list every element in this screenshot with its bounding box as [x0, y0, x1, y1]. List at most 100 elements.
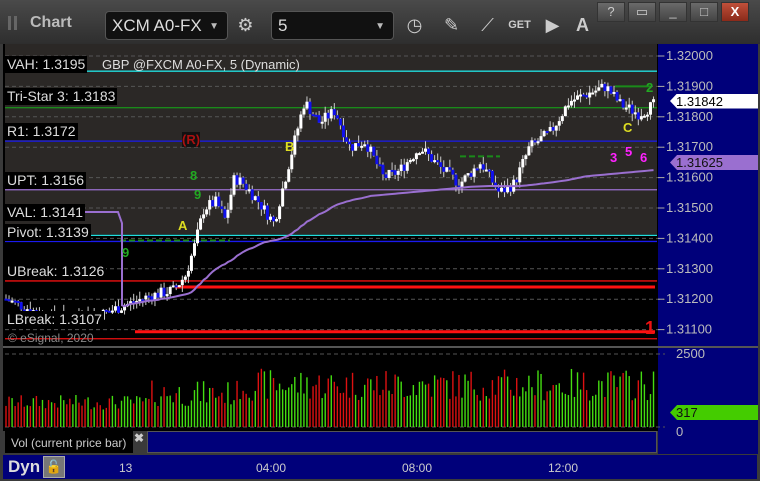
candle-body: [545, 131, 549, 134]
candle-body: [256, 196, 260, 203]
candle-body: [594, 90, 598, 93]
candle-body: [454, 174, 458, 186]
candle-body: [402, 164, 406, 171]
candle-body: [417, 153, 421, 156]
volume-study-label: Vol (current price bar): [5, 431, 133, 453]
candle-body: [448, 167, 452, 170]
candle-body: [451, 169, 455, 175]
price-axis[interactable]: [658, 44, 758, 454]
level-label: LBreak: 1.3107: [5, 311, 104, 328]
candle-body: [223, 209, 227, 218]
candle-body: [174, 285, 178, 288]
candle-body: [351, 144, 355, 151]
settings-icon[interactable]: ⚙: [237, 15, 254, 35]
candle-body: [135, 300, 139, 303]
value-area-shade: [5, 44, 657, 235]
candle-body: [332, 109, 336, 116]
vwap-price-tag: 1.31625: [670, 155, 758, 170]
candle-body: [533, 140, 537, 143]
candle-body: [156, 292, 160, 298]
candle-body: [500, 187, 504, 192]
candle-body: [168, 286, 172, 295]
candle-body: [548, 127, 552, 132]
candle-body: [314, 114, 318, 117]
candle-body: [539, 136, 543, 142]
candle-body: [430, 154, 434, 162]
candle-body: [563, 106, 567, 117]
candle-body: [308, 101, 312, 115]
candle-body: [159, 287, 163, 298]
symbol-value: XCM A0-FX: [112, 16, 202, 35]
get-icon[interactable]: GET: [508, 19, 531, 31]
candle-body: [360, 145, 364, 148]
vwap-line: [5, 169, 654, 308]
candle-body: [472, 168, 476, 177]
candle-body: [372, 146, 376, 156]
minimize-button[interactable]: _: [659, 2, 687, 22]
chart-line-icon[interactable]: ⟋: [481, 15, 494, 35]
candle-body: [220, 206, 224, 210]
level-label: VAH: 1.3195: [5, 56, 88, 73]
level-label: UPT: 1.3156: [5, 172, 87, 189]
candle-body: [606, 86, 610, 92]
maximize-button[interactable]: □: [690, 2, 718, 22]
clock-icon[interactable]: ◷: [406, 15, 423, 35]
volume-tick-label: 2500: [676, 346, 705, 361]
chart-annotation: 1: [645, 318, 656, 338]
candle-body: [424, 148, 428, 152]
help-button[interactable]: ?: [597, 2, 625, 22]
candle-body: [305, 101, 309, 109]
candle-body: [621, 99, 625, 108]
price-tick-label: 1.31800: [666, 109, 713, 124]
link-button[interactable]: ▭: [628, 2, 656, 22]
candle-body: [542, 131, 546, 137]
candle-body: [390, 169, 394, 172]
candle-body: [369, 146, 373, 152]
candle-body: [241, 177, 245, 184]
candle-body: [363, 144, 367, 147]
lock-clock-icon[interactable]: 🔓: [43, 456, 65, 478]
candle-body: [196, 229, 200, 244]
drag-grip-icon[interactable]: [8, 16, 17, 30]
candle-body: [116, 306, 120, 313]
close-study-icon[interactable]: ✖: [134, 431, 145, 445]
price-chart[interactable]: 1.32000 1.31900 1.31800 1.31700 1.31600 1.315…: [0, 44, 760, 454]
candle-body: [25, 309, 29, 312]
chart-header: GBP @FXCM A0-FX, 5 (Dynamic): [102, 57, 300, 72]
candle-body: [19, 302, 23, 310]
candle-body: [344, 137, 348, 142]
candle-body: [518, 167, 522, 183]
last-volume-tag: 317: [670, 405, 758, 420]
candle-body: [205, 209, 209, 215]
candle-body: [186, 270, 190, 277]
candle-body: [287, 169, 291, 182]
candle-body: [311, 114, 315, 117]
chevron-down-icon: ▼: [375, 21, 385, 32]
pencil-icon[interactable]: ✎: [443, 15, 460, 35]
candle-body: [247, 189, 251, 192]
candle-body: [572, 99, 576, 102]
candle-body: [411, 159, 415, 162]
candle-body: [250, 189, 254, 201]
candle-body: [268, 216, 272, 220]
price-tick-label: 1.32000: [666, 48, 713, 63]
level-label: Pivot: 1.3139: [5, 224, 91, 241]
candle-body: [405, 162, 409, 171]
candle-body: [408, 160, 412, 163]
candle-body: [466, 173, 470, 176]
candle-body: [442, 166, 446, 172]
candle-body: [557, 121, 561, 126]
symbol-input[interactable]: XCM A0-FX ▼: [105, 11, 228, 40]
auto-icon[interactable]: A: [576, 15, 589, 35]
candle-body: [399, 164, 403, 172]
time-axis[interactable]: Dyn 🔓 13 04:00 08:00 12:00: [3, 455, 757, 479]
candle-body: [335, 115, 339, 119]
play-icon[interactable]: ▶: [545, 15, 560, 35]
candle-body: [566, 105, 570, 108]
chart-annotation: A: [178, 218, 188, 233]
interval-input[interactable]: 5 ▼: [271, 11, 394, 40]
chart-annotation: 8: [190, 168, 198, 183]
close-button[interactable]: X: [721, 2, 749, 22]
candle-body: [585, 95, 589, 98]
candle-body: [4, 298, 8, 301]
